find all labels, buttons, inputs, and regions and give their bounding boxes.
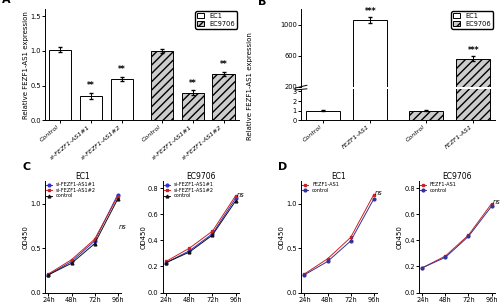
si-FEZF1-AS1#2 xyxy=(210,229,216,233)
Bar xyxy=(50,50,72,120)
control xyxy=(488,205,494,208)
FEZF1-AS1 xyxy=(348,236,354,239)
Text: A: A xyxy=(2,0,11,5)
control xyxy=(420,266,426,270)
Legend: EC1, EC9706: EC1, EC9706 xyxy=(452,11,493,29)
Legend: si-FEZF1-AS1#1, si-FEZF1-AS1#2, control: si-FEZF1-AS1#1, si-FEZF1-AS1#2, control xyxy=(164,182,214,199)
control xyxy=(114,197,120,201)
Bar xyxy=(80,96,102,120)
Text: ns: ns xyxy=(118,224,126,230)
Line: control: control xyxy=(47,198,119,276)
Text: D: D xyxy=(278,162,287,172)
Bar xyxy=(151,51,173,120)
si-FEZF1-AS1#1 xyxy=(186,249,192,253)
FEZF1-AS1 xyxy=(370,193,376,197)
control xyxy=(164,261,170,264)
Bar xyxy=(182,93,204,120)
Y-axis label: OD450: OD450 xyxy=(397,225,403,249)
control xyxy=(442,255,448,259)
Legend: FEZF1-AS1, control: FEZF1-AS1, control xyxy=(420,182,458,193)
Bar xyxy=(456,59,490,102)
control xyxy=(302,273,308,277)
Bar xyxy=(354,20,387,102)
Bar xyxy=(456,0,490,120)
control xyxy=(370,197,376,201)
si-FEZF1-AS1#1 xyxy=(164,261,170,264)
Bar xyxy=(306,111,340,120)
si-FEZF1-AS1#2 xyxy=(114,195,120,198)
Line: FEZF1-AS1: FEZF1-AS1 xyxy=(421,202,493,269)
si-FEZF1-AS1#1 xyxy=(68,260,74,263)
si-FEZF1-AS1#2 xyxy=(186,246,192,250)
Text: **: ** xyxy=(118,65,126,74)
si-FEZF1-AS1#2 xyxy=(164,259,170,263)
control xyxy=(232,199,238,203)
Text: ns: ns xyxy=(236,192,244,197)
Legend: si-FEZF1-AS1#1, si-FEZF1-AS1#2, control: si-FEZF1-AS1#1, si-FEZF1-AS1#2, control xyxy=(46,182,96,199)
Text: B: B xyxy=(258,0,266,6)
Line: si-FEZF1-AS1#1: si-FEZF1-AS1#1 xyxy=(165,197,237,264)
Text: ***: *** xyxy=(468,46,479,55)
Bar xyxy=(354,0,387,120)
si-FEZF1-AS1#1 xyxy=(46,273,52,277)
Text: **: ** xyxy=(189,79,196,88)
Line: si-FEZF1-AS1#2: si-FEZF1-AS1#2 xyxy=(47,195,119,275)
si-FEZF1-AS1#2 xyxy=(232,194,238,198)
Legend: FEZF1-AS1, control: FEZF1-AS1, control xyxy=(302,182,340,193)
FEZF1-AS1 xyxy=(466,233,471,237)
Text: ns: ns xyxy=(492,199,500,205)
Line: FEZF1-AS1: FEZF1-AS1 xyxy=(303,193,375,275)
control xyxy=(46,273,52,277)
Text: ns: ns xyxy=(374,190,382,196)
si-FEZF1-AS1#1 xyxy=(92,239,98,243)
Bar xyxy=(409,111,442,120)
Y-axis label: OD450: OD450 xyxy=(23,225,29,249)
Title: EC9706: EC9706 xyxy=(186,172,216,181)
Title: EC1: EC1 xyxy=(332,172,346,181)
control xyxy=(324,260,330,263)
Line: control: control xyxy=(165,200,237,264)
FEZF1-AS1 xyxy=(442,254,448,258)
FEZF1-AS1 xyxy=(420,266,426,270)
Line: control: control xyxy=(303,198,375,276)
FEZF1-AS1 xyxy=(324,257,330,261)
control xyxy=(92,242,98,245)
Text: **: ** xyxy=(88,82,95,91)
Bar xyxy=(111,79,133,120)
Line: si-FEZF1-AS1#2: si-FEZF1-AS1#2 xyxy=(165,194,237,263)
si-FEZF1-AS1#1 xyxy=(210,232,216,236)
Text: C: C xyxy=(22,162,30,172)
Y-axis label: OD450: OD450 xyxy=(140,225,146,249)
FEZF1-AS1 xyxy=(488,202,494,205)
si-FEZF1-AS1#2 xyxy=(46,272,52,276)
Y-axis label: Relative FEZF1-AS1 expression: Relative FEZF1-AS1 expression xyxy=(246,32,252,140)
si-FEZF1-AS1#1 xyxy=(232,197,238,200)
si-FEZF1-AS1#2 xyxy=(68,258,74,261)
si-FEZF1-AS1#2 xyxy=(92,237,98,241)
Y-axis label: Relative FEZF1-AS1 expression: Relative FEZF1-AS1 expression xyxy=(23,11,29,119)
control xyxy=(466,234,471,238)
Y-axis label: OD450: OD450 xyxy=(279,225,285,249)
control xyxy=(210,233,216,237)
control xyxy=(186,250,192,254)
Bar xyxy=(212,74,234,120)
Title: EC1: EC1 xyxy=(76,172,90,181)
Legend: EC1, EC9706: EC1, EC9706 xyxy=(196,11,237,29)
FEZF1-AS1 xyxy=(302,272,308,276)
Line: control: control xyxy=(421,205,493,269)
Text: **: ** xyxy=(220,60,228,69)
Text: ***: *** xyxy=(364,7,376,16)
Title: EC9706: EC9706 xyxy=(442,172,472,181)
control xyxy=(68,261,74,265)
Line: si-FEZF1-AS1#1: si-FEZF1-AS1#1 xyxy=(47,193,119,276)
control xyxy=(348,239,354,243)
si-FEZF1-AS1#1 xyxy=(114,193,120,197)
